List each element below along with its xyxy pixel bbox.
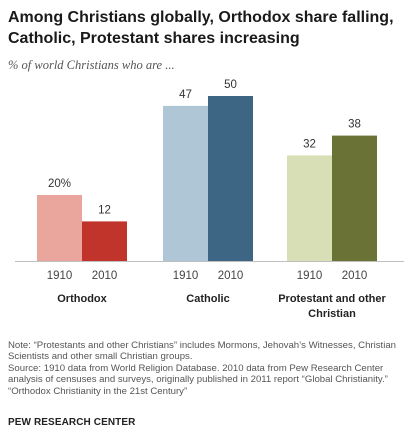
chart-notes: Note: “Protestants and other Christians”… (8, 340, 416, 397)
brand-footer: PEW RESEARCH CENTER (8, 417, 136, 428)
report-title-text: “Orthodox Christianity in the 21st Centu… (8, 385, 188, 397)
category-label: Catholic (186, 293, 229, 305)
chart-subtitle: % of world Christians who are ... (8, 58, 175, 72)
year-tick-label: 1910 (47, 270, 73, 282)
data-label: 38 (348, 119, 361, 131)
year-tick-label: 2010 (92, 270, 118, 282)
data-label: 32 (303, 138, 316, 150)
data-label: 12 (98, 204, 111, 216)
category-label: Protestant and other Christian (278, 293, 386, 320)
data-label: 20% (48, 178, 71, 190)
year-tick-label: 2010 (218, 270, 244, 282)
year-tick-label: 2010 (342, 270, 368, 282)
data-label: 50 (224, 79, 237, 91)
year-tick-label: 1910 (173, 270, 199, 282)
source-text: Source: 1910 data from World Religion Da… (8, 362, 388, 386)
bar-2-1910 (163, 105, 208, 262)
bar-2-2010 (208, 96, 253, 261)
bar-1-2010 (82, 221, 127, 261)
chart-title: Among Christians globally, Orthodox shar… (8, 9, 394, 47)
bar-3-1910 (287, 155, 332, 261)
note-text: Note: “Protestants and other Christians”… (8, 340, 397, 363)
bar-chart: 20% 1910 12 2010 Orthodox 47 1910 50 2010 Catholi… (15, 79, 404, 320)
category-label: Orthodox (57, 293, 107, 305)
year-tick-label: 1910 (297, 270, 323, 282)
bar-3-2010 (332, 135, 377, 261)
bar-1-1910 (37, 195, 82, 261)
data-label: 47 (179, 89, 192, 101)
